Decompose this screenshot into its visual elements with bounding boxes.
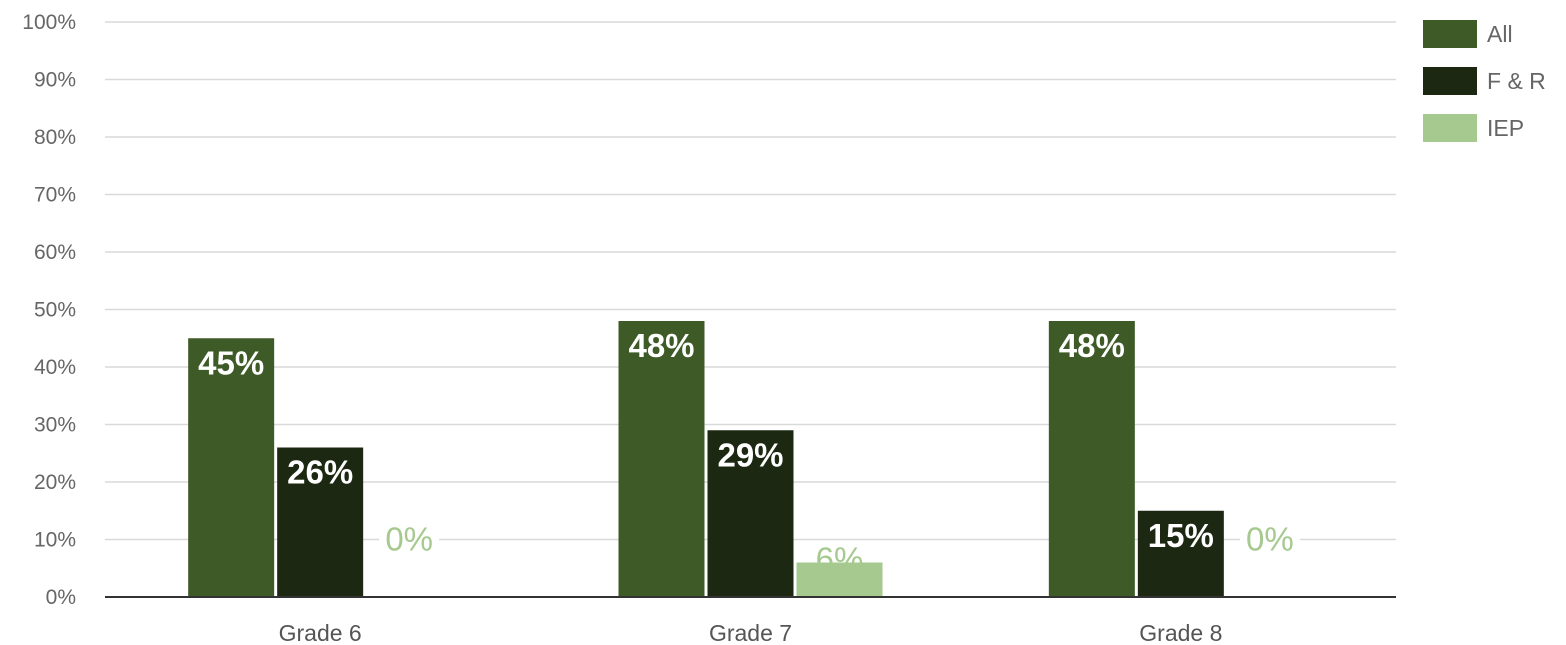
- y-tick-label: 0%: [46, 586, 76, 609]
- x-axis: Grade 6 Grade 7 Grade 8: [279, 620, 1223, 645]
- y-tick-label: 100%: [22, 11, 76, 34]
- y-tick-label: 70%: [34, 184, 76, 207]
- y-tick-label: 90%: [34, 69, 76, 92]
- legend-swatch: [1423, 114, 1477, 142]
- value-label: 48%: [1059, 327, 1125, 364]
- y-tick-label: 20%: [34, 471, 76, 494]
- y-tick-label: 40%: [34, 356, 76, 379]
- value-label-backdrop: [1239, 524, 1300, 555]
- legend-swatch: [1423, 67, 1477, 95]
- bar-all-grade-6: [188, 338, 275, 597]
- x-tick-label: Grade 6: [279, 620, 362, 645]
- value-label: 6%: [816, 540, 864, 577]
- bar-all-grade-7: [618, 321, 705, 597]
- legend-label: F & R: [1487, 68, 1546, 94]
- bar-f-r-grade-8: [1137, 510, 1224, 597]
- value-label: 29%: [717, 436, 783, 473]
- bar-f-r-grade-7: [707, 430, 794, 597]
- y-tick-label: 30%: [34, 414, 76, 437]
- legend: All F & R IEP: [1423, 20, 1546, 142]
- legend-label: All: [1487, 21, 1513, 47]
- y-tick-label: 60%: [34, 241, 76, 264]
- legend-label: IEP: [1487, 115, 1524, 141]
- bar-f-r-grade-6: [277, 447, 364, 597]
- value-label: 45%: [198, 344, 264, 381]
- value-label: 0%: [1246, 521, 1294, 558]
- bar-iep-grade-7: [796, 562, 883, 597]
- y-tick-label: 80%: [34, 126, 76, 149]
- x-tick-label: Grade 8: [1139, 620, 1222, 645]
- bars: 45% 26% 0% 48% 29% 6% 48% 15% 0%: [188, 321, 1300, 597]
- value-label: 26%: [287, 454, 353, 491]
- value-label: 48%: [628, 327, 694, 364]
- value-label: 0%: [385, 521, 433, 558]
- y-tick-label: 10%: [34, 529, 76, 552]
- y-axis: 0% 10% 20% 30% 40% 50% 60% 70% 80% 90% 100%: [22, 11, 76, 609]
- x-tick-label: Grade 7: [709, 620, 792, 645]
- legend-swatch: [1423, 20, 1477, 48]
- value-label-backdrop: [379, 524, 440, 555]
- y-tick-label: 50%: [34, 299, 76, 322]
- value-label: 15%: [1148, 517, 1214, 554]
- bar-all-grade-8: [1048, 321, 1135, 597]
